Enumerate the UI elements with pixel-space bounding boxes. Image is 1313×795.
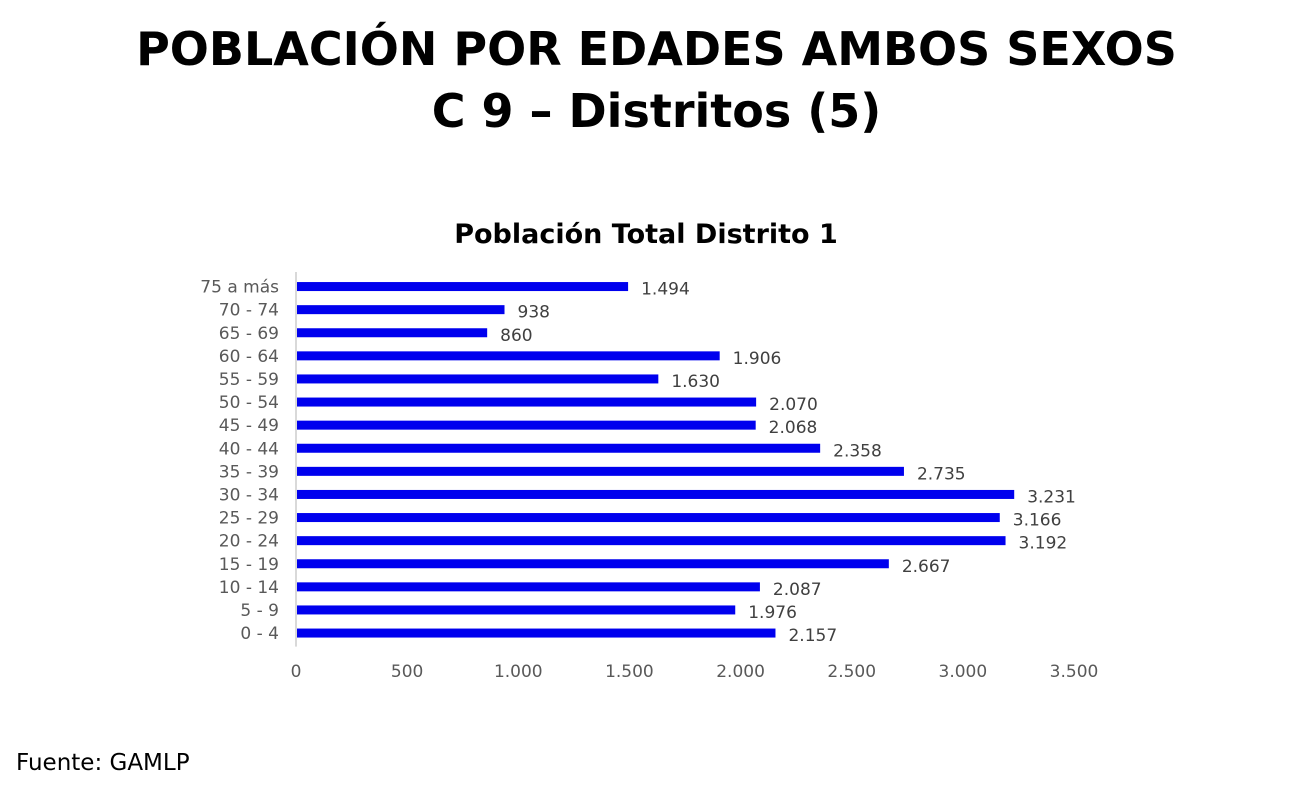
data-label: 2.667 <box>902 557 951 577</box>
category-label: 20 - 24 <box>219 532 279 552</box>
x-tick-label: 3.500 <box>1050 662 1099 682</box>
category-label: 0 - 4 <box>240 624 279 644</box>
data-label: 2.358 <box>833 441 882 461</box>
bar <box>297 513 1000 523</box>
slide-title-line1: POBLACIÓN POR EDADES AMBOS SEXOS <box>136 22 1177 76</box>
bar <box>297 628 776 638</box>
category-label: 30 - 34 <box>219 485 279 505</box>
category-label: 40 - 44 <box>219 439 279 459</box>
data-label: 2.087 <box>773 580 822 600</box>
data-label: 2.068 <box>769 418 818 438</box>
data-label: 1.630 <box>671 372 720 392</box>
category-label: 35 - 39 <box>219 462 279 482</box>
data-label: 860 <box>500 326 532 346</box>
bar <box>297 420 756 430</box>
data-label: 3.192 <box>1019 534 1068 554</box>
data-label: 3.166 <box>1013 511 1062 531</box>
bar <box>297 536 1006 546</box>
bar <box>297 489 1015 499</box>
category-label: 70 - 74 <box>219 301 279 321</box>
category-label: 55 - 59 <box>219 370 279 390</box>
slide-title: POBLACIÓN POR EDADES AMBOS SEXOS C 9 – D… <box>0 18 1313 142</box>
bar <box>297 305 505 315</box>
bar <box>297 582 760 592</box>
x-tick-label: 1.000 <box>494 662 543 682</box>
chart-title: Población Total Distrito 1 <box>454 219 838 250</box>
category-label: 25 - 29 <box>219 509 279 529</box>
data-label: 3.231 <box>1027 487 1076 507</box>
category-label: 65 - 69 <box>219 324 279 344</box>
bar <box>297 397 757 407</box>
data-label: 1.494 <box>641 280 690 300</box>
category-label: 10 - 14 <box>219 578 279 598</box>
plot-area: 75 a más 1.494 70 - 74 938 65 - 69 860 60 - 64… <box>200 272 1098 682</box>
source-note: Fuente: GAMLP <box>16 750 190 776</box>
category-label: 50 - 54 <box>219 393 279 413</box>
bar <box>297 282 629 292</box>
bar <box>297 466 904 476</box>
slide-title-line2: C 9 – Distritos (5) <box>431 84 882 138</box>
bar <box>297 443 821 453</box>
x-tick-label: 0 <box>291 662 302 682</box>
data-label: 2.157 <box>788 626 837 646</box>
data-label: 1.906 <box>733 349 782 369</box>
data-label: 2.070 <box>769 395 818 415</box>
x-tick-label: 500 <box>391 662 423 682</box>
x-tick-label: 1.500 <box>605 662 654 682</box>
data-label: 938 <box>518 303 550 323</box>
data-label: 2.735 <box>917 464 966 484</box>
bar <box>297 374 659 384</box>
x-tick-label: 2.500 <box>827 662 876 682</box>
category-label: 15 - 19 <box>219 555 279 575</box>
data-label: 1.976 <box>748 603 797 623</box>
category-label: 75 a más <box>200 278 279 298</box>
bar <box>297 351 720 361</box>
bar <box>297 559 889 569</box>
category-label: 60 - 64 <box>219 347 279 367</box>
category-label: 5 - 9 <box>240 601 279 621</box>
x-tick-label: 3.000 <box>939 662 988 682</box>
category-label: 45 - 49 <box>219 416 279 436</box>
bar <box>297 328 488 338</box>
x-tick-label: 2.000 <box>716 662 765 682</box>
bar <box>297 605 736 615</box>
